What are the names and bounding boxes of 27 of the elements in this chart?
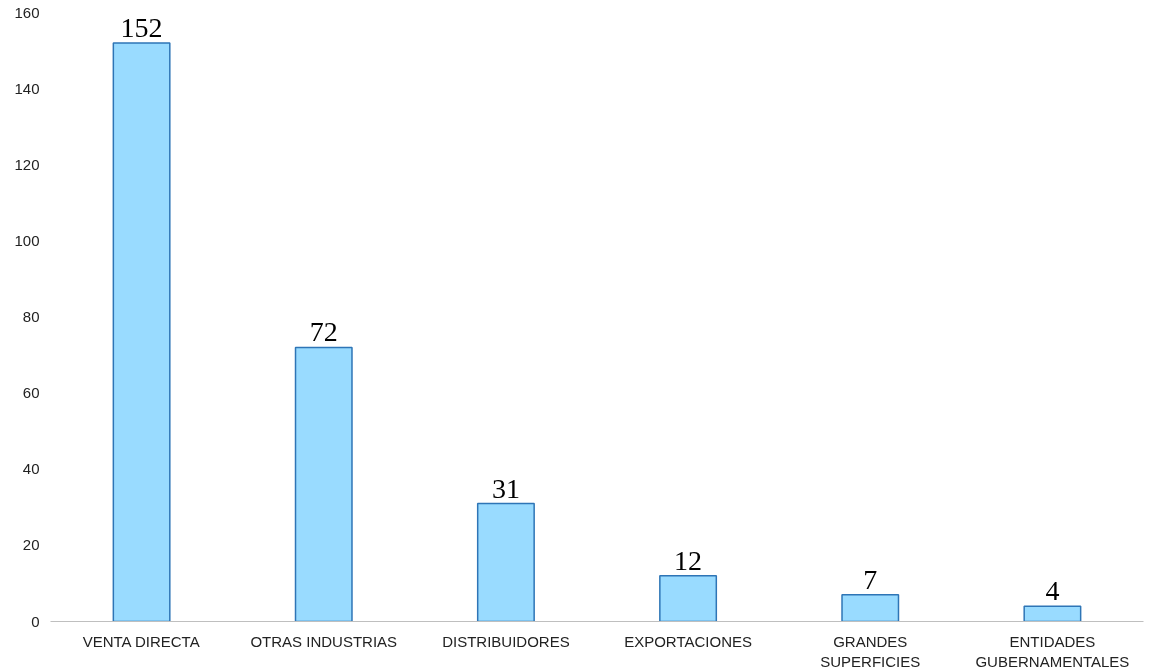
bar bbox=[294, 346, 353, 622]
x-tick-label: ENTIDADES GUBERNAMENTALES bbox=[975, 632, 1130, 670]
bar bbox=[112, 42, 171, 622]
y-tick-label: 60 bbox=[22, 384, 40, 402]
x-tick-label: VENTA DIRECTA bbox=[82, 632, 200, 650]
y-tick-label: 40 bbox=[22, 460, 40, 478]
y-tick-label: 0 bbox=[31, 612, 40, 630]
x-tick-label: DISTRIBUIDORES bbox=[442, 632, 570, 650]
data-label: 72 bbox=[309, 316, 338, 348]
data-label: 31 bbox=[491, 472, 520, 504]
data-label: 152 bbox=[120, 11, 163, 43]
y-tick-label: 140 bbox=[14, 79, 40, 97]
y-tick-label: 120 bbox=[14, 155, 40, 173]
x-tick-label: EXPORTACIONES bbox=[624, 632, 752, 650]
y-tick-label: 20 bbox=[22, 536, 40, 554]
bar bbox=[659, 575, 718, 622]
y-tick-label: 160 bbox=[14, 3, 40, 21]
y-tick-label: 80 bbox=[22, 308, 40, 325]
x-tick-label: OTRAS INDUSTRIAS bbox=[250, 632, 398, 650]
x-tick-label: GRANDES SUPERFICIES bbox=[820, 632, 921, 670]
data-label: 7 bbox=[863, 563, 878, 595]
bar bbox=[841, 594, 900, 622]
data-label: 12 bbox=[674, 544, 703, 576]
data-label: 4 bbox=[1045, 575, 1060, 607]
y-tick-label: 100 bbox=[14, 231, 40, 249]
bar bbox=[1023, 605, 1082, 622]
bar bbox=[476, 502, 535, 622]
